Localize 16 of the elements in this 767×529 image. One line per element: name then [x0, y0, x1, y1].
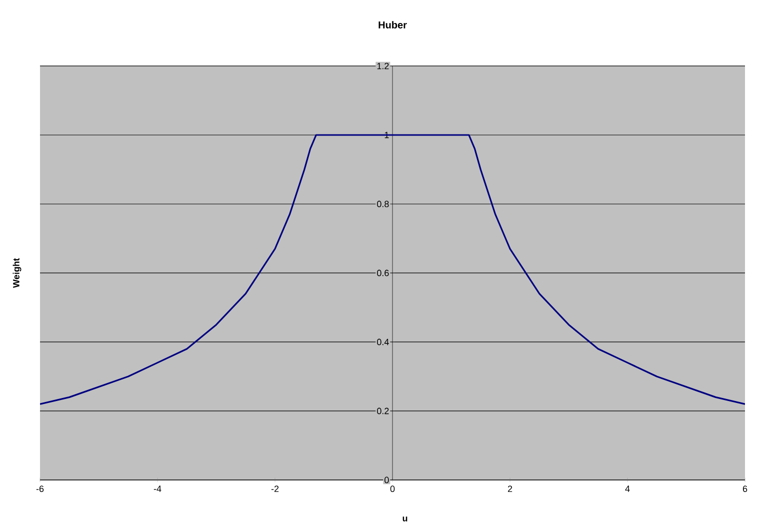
y-tick-label: 0: [384, 476, 389, 484]
y-tick-label: 0.8: [377, 200, 389, 208]
x-axis-title: u: [402, 516, 408, 522]
x-tick-label: 6: [742, 486, 748, 492]
y-tick-label: 0.2: [377, 408, 389, 414]
y-tick-label: 0.6: [377, 270, 389, 276]
x-tick-label: -6: [36, 486, 44, 492]
y-tick-label: 1.2: [377, 62, 389, 70]
chart-title: Huber: [378, 21, 407, 28]
x-tick-label: -4: [154, 486, 162, 492]
y-axis-title: Weight: [12, 258, 22, 288]
x-tick-label: -2: [271, 486, 279, 492]
y-tick-label: 0.4: [377, 338, 389, 346]
x-tick-label: 0: [390, 486, 395, 492]
x-tick-label: 4: [625, 486, 630, 492]
x-tick-label: 2: [508, 486, 512, 492]
